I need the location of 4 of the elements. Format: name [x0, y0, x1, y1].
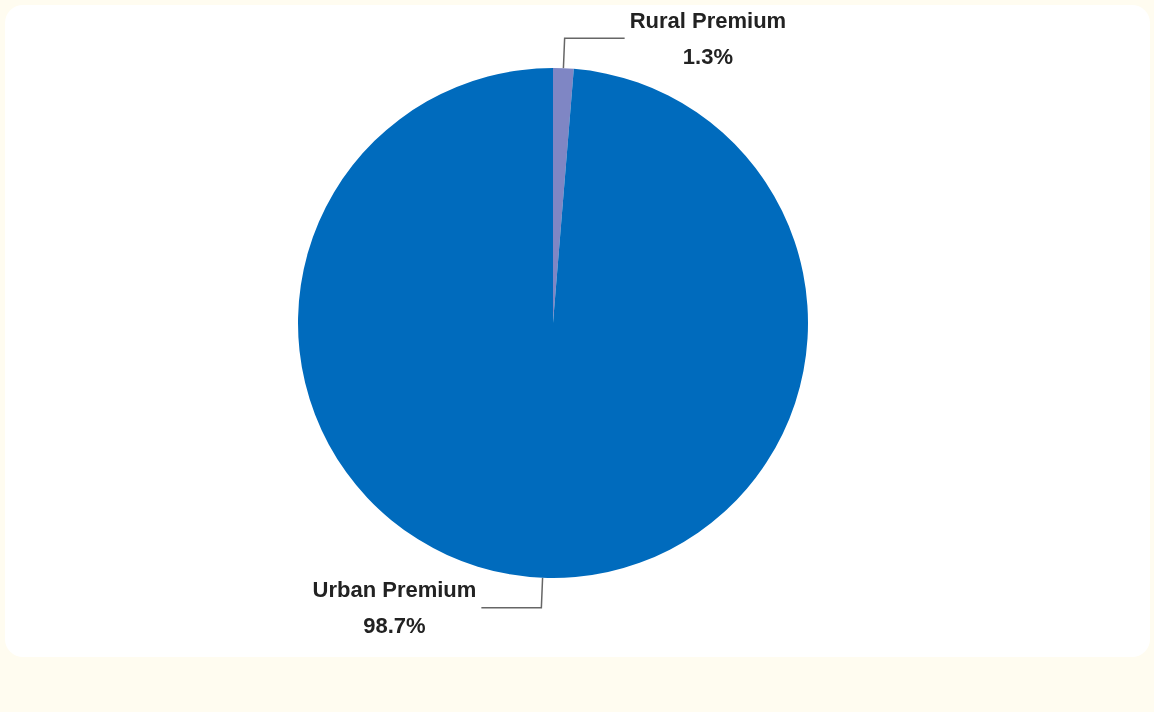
slice-label: Rural Premium: [629, 7, 787, 33]
data-label: 1.3%: [682, 43, 733, 69]
data-label: 98.7%: [363, 613, 426, 639]
slice-label: Urban Premium: [312, 577, 477, 603]
